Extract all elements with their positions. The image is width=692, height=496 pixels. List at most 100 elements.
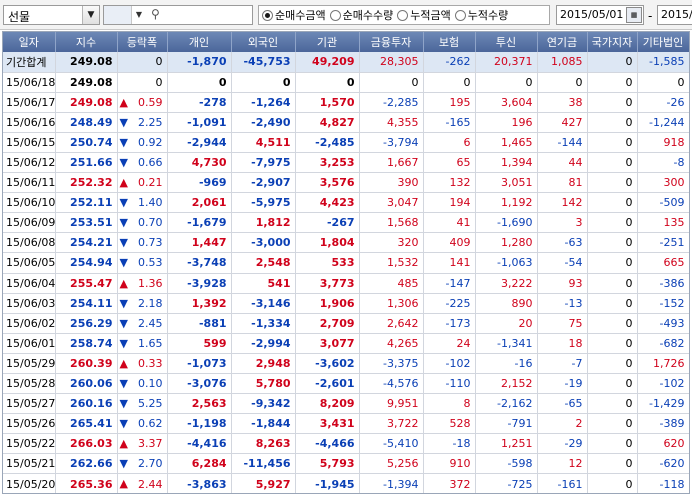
table-row[interactable]: 15/06/08 254.21 ▼ 0.73 1,447 -3,000 1,804 320 40… [3,232,689,254]
radio-button-icon[interactable] [329,9,341,21]
radio-button-icon[interactable] [454,9,466,21]
cell-value: -2,601 [315,377,355,391]
cell-등락폭: ▼ 0.53 [117,252,168,274]
cell-value: 3,576 [319,176,355,190]
radio-option-3[interactable]: 누적수량 [454,7,509,23]
cell-value: -13 [564,296,583,310]
column-header[interactable]: 외국인 [231,32,296,52]
calendar-icon[interactable]: ▦ [626,7,642,23]
table-row[interactable]: 15/06/16 248.49 ▼ 2.25 -1,091 -2,490 4,827 4,35… [3,112,689,133]
table-row[interactable]: 15/06/10 252.11 ▼ 1.40 2,061 -5,975 4,423 3,047… [3,192,689,214]
cell-국가지자: 0 [587,353,638,375]
down-triangle-icon: ▼ [119,457,128,471]
cell-value: 2,061 [191,196,227,210]
radio-option-2[interactable]: 누적금액 [397,7,451,23]
radio-button-icon[interactable] [397,9,409,21]
cell-금융투자: -3,375 [359,353,424,375]
table-row[interactable]: 15/05/21 262.66 ▼ 2.70 6,284 -11,456 5,793 5,25… [3,453,689,475]
table-row[interactable]: 15/05/22 266.03 ▲ 3.37 -4,416 8,263 -4,466 -5,4… [3,433,689,455]
cell-value: 1,804 [319,236,355,250]
radio-button-icon[interactable] [262,9,273,21]
cell-기타법인: -118 [637,473,689,493]
code-input[interactable] [104,6,132,24]
cell-value: 18 [568,336,583,350]
table-row[interactable]: 15/05/29 260.39 ▲ 0.33 -1,073 2,948 -3,602 -3,3… [3,353,689,375]
cell-value: -386 [659,276,685,290]
cell-투신: 3,051 [475,172,538,194]
table-row[interactable]: 15/06/11 252.32 ▲ 0.21 -969 -2,907 3,576 390 132… [3,172,689,194]
up-triangle-icon: ▲ [119,95,128,109]
cell-value: 0 [625,236,633,250]
cell-value: 기간합계 [6,55,47,69]
table-row[interactable]: 15/06/02 256.29 ▼ 2.45 -881 -1,334 2,709 2,642 -… [3,313,689,334]
table-row[interactable]: 15/06/05 254.94 ▼ 0.53 -3,748 2,548 533 1,532 14… [3,252,689,274]
table-row[interactable]: 15/05/28 260.06 ▼ 0.10 -3,076 5,780 -2,601 -4,5… [3,373,689,395]
cell-value: 0.70 [138,216,163,230]
cell-개인: -1,870 [167,52,232,73]
market-select[interactable]: 선물 ▼ [3,5,100,25]
cell-연기금: -161 [537,473,588,493]
cell-value: 1,532 [387,256,419,270]
chevron-down-icon[interactable]: ▼ [82,6,99,24]
cell-value: -2,485 [315,135,355,149]
cell-금융투자: 3,722 [359,413,424,435]
cell-일자: 15/06/15 [3,132,56,153]
column-header[interactable]: 기관 [295,32,360,52]
cell-value: 0 [625,336,633,350]
cell-value: -682 [659,336,685,350]
cell-value: -1,244 [649,115,685,129]
table-row[interactable]: 15/06/17 249.08 ▲ 0.59 -278 -1,264 1,570 -2,285… [3,92,689,113]
table-row[interactable]: 15/05/27 260.16 ▼ 5.25 2,563 -9,342 8,209 9,951… [3,393,689,415]
cell-외국인: -2,490 [231,112,296,133]
table-row[interactable]: 15/05/26 265.41 ▼ 0.62 -1,198 -1,844 3,431 3,72… [3,413,689,435]
search-icon[interactable]: ⚲ [151,7,160,21]
code-search-box[interactable]: ▼ ⚲ [103,5,253,25]
cell-value: -598 [507,457,533,471]
cell-개인: -3,928 [167,273,232,294]
column-header[interactable]: 금융투자 [359,32,424,52]
table-row[interactable]: 15/06/18 249.08 0 0 0 0 0 0 0 0 0 0 [3,72,689,93]
radio-option-label: 누적수량 [467,9,509,22]
cell-일자: 기간합계 [3,52,56,73]
table-row[interactable]: 15/06/15 250.74 ▼ 0.92 -2,944 4,511 -2,485 -3,7… [3,132,689,153]
table-row[interactable]: 15/06/12 251.66 ▼ 0.66 4,730 -7,975 3,253 1,667… [3,152,689,174]
cell-보험: 910 [423,453,476,475]
column-header[interactable]: 연기금 [537,32,588,52]
cell-value: 8,209 [319,397,355,411]
table-row[interactable]: 15/06/03 254.11 ▼ 2.18 1,392 -3,146 1,906 1,306… [3,293,689,314]
cell-기타법인: 665 [637,252,689,274]
column-header[interactable]: 보험 [423,32,476,52]
column-header[interactable]: 국가지자 [587,32,638,52]
column-header[interactable]: 개인 [167,32,232,52]
column-header[interactable]: 등락폭 [117,32,168,52]
cell-지수: 250.74 [55,132,118,153]
cell-value: -152 [659,296,685,310]
cell-보험: -262 [423,52,476,73]
radio-option-0[interactable]: 순매수금액 [262,7,326,23]
radio-option-1[interactable]: 순매수수량 [329,7,393,23]
cell-기관: 3,576 [295,172,360,194]
table-row[interactable]: 15/06/09 253.51 ▼ 0.70 -1,679 1,812 -267 1,568 4… [3,212,689,234]
cell-기타법인: 0 [637,72,689,93]
cell-보험: -225 [423,293,476,314]
table-row[interactable]: 15/06/04 255.47 ▲ 1.36 -3,928 541 3,773 485 -147… [3,273,689,294]
summary-row[interactable]: 기간합계 249.08 0 -1,870 -45,753 49,209 28,305 -262… [3,52,689,73]
cell-투신: 1,280 [475,232,538,254]
end-date-field[interactable]: 2015/ [657,5,692,25]
column-header[interactable]: 기타법인 [637,32,689,52]
down-triangle-icon: ▼ [119,397,128,411]
column-header[interactable]: 지수 [55,32,118,52]
cell-기관: 5,793 [295,453,360,475]
cell-투신: 1,465 [475,132,538,153]
column-header[interactable]: 투신 [475,32,538,52]
up-triangle-icon: ▲ [119,276,128,290]
cell-value: -3,146 [251,296,291,310]
cell-일자: 15/06/10 [3,192,56,214]
table-row[interactable]: 15/06/01 258.74 ▼ 1.65 599 -2,994 3,077 4,265 24… [3,333,689,354]
cell-투신: 0 [475,72,538,93]
column-header[interactable]: 일자 [3,32,56,52]
table-row[interactable]: 15/05/20 265.36 ▲ 2.44 -3,863 5,927 -1,945 -1,3… [3,473,689,493]
code-dropdown-icon[interactable]: ▼ [135,10,143,19]
cell-value: 0 [625,417,633,431]
start-date-field[interactable]: 2015/05/01 ▦ [556,5,644,25]
